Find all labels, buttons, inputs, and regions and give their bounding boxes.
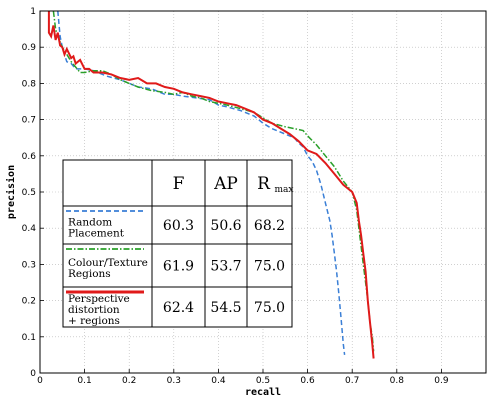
table-row-label: + regions (68, 315, 120, 327)
x-tick-label: 0.2 (122, 376, 136, 386)
series-lines (47, 10, 375, 359)
y-tick-label: 0.9 (22, 43, 37, 53)
x-tick-label: 0.9 (434, 376, 449, 386)
table-row-label: Placement (68, 228, 125, 240)
table-header-1: AP (213, 174, 238, 194)
table-header-0: F (173, 174, 185, 194)
table-cell: 75.0 (254, 259, 285, 275)
table-header-subscript: max (275, 185, 294, 195)
y-axis-label: precision (5, 165, 17, 219)
table-cell: 62.4 (163, 300, 194, 316)
table-row-label: Regions (68, 268, 111, 280)
y-tick-label: 0.2 (22, 297, 36, 307)
y-tick-label: 0.8 (22, 79, 37, 89)
y-tick-label: 0 (30, 369, 36, 379)
y-tick-label: 0.5 (22, 188, 36, 198)
table-cell: 61.9 (163, 259, 194, 275)
x-tick-label: 0.7 (345, 376, 359, 386)
x-tick-label: 0 (37, 376, 43, 386)
x-tick-label: 0.1 (77, 376, 91, 386)
x-tick-label: 0.8 (390, 376, 405, 386)
series-line-2 (47, 11, 375, 359)
table-cell: 60.3 (163, 218, 194, 234)
table-row-label: Perspective (68, 293, 130, 305)
y-tick-label: 0.3 (22, 260, 36, 270)
table-cell: 54.5 (210, 300, 241, 316)
x-tick-label: 0.3 (167, 376, 181, 386)
table-row-label: Colour/Texture (68, 257, 148, 269)
table-header-2: R (257, 174, 271, 194)
table-cell: 50.6 (210, 218, 241, 234)
y-tick-label: 0.4 (22, 224, 37, 234)
table-cell: 53.7 (210, 259, 241, 275)
x-axis-label: recall (245, 387, 281, 398)
y-tick-label: 0.7 (22, 116, 36, 126)
table-row-label: Random (68, 217, 112, 229)
x-tick-label: 0.4 (211, 376, 226, 386)
table-cell: 75.0 (254, 300, 285, 316)
table-row-label: distortion (68, 304, 120, 316)
y-tick-label: 0.6 (22, 152, 37, 162)
x-tick-label: 0.5 (256, 376, 270, 386)
table-cell: 68.2 (254, 218, 285, 234)
series-line-1 (52, 10, 375, 352)
series-line-0 (57, 10, 346, 355)
y-tick-label: 1 (30, 7, 36, 17)
x-tick-label: 0.6 (300, 376, 315, 386)
tick-labels: 0 0.1 0.2 0.3 0.4 0.5 0.6 0.7 0.8 0.9 0 0.1 0.2 0.3 0.… (22, 7, 449, 386)
y-tick-label: 0.1 (22, 333, 36, 343)
